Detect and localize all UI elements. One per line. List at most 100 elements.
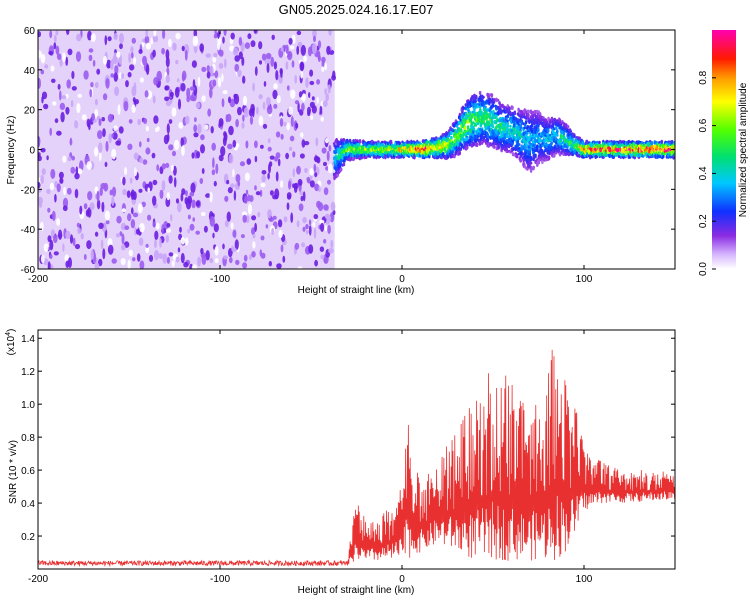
noise-blob <box>312 30 317 38</box>
noise-blob <box>165 100 172 107</box>
noise-blob <box>177 247 181 253</box>
spectral-point <box>542 150 545 154</box>
noise-blob <box>145 125 150 132</box>
noise-blob <box>177 78 180 83</box>
noise-blob <box>280 244 284 253</box>
noise-blob <box>275 70 279 81</box>
spectral-point <box>455 121 458 125</box>
spectral-point <box>480 140 484 145</box>
snr-y-tick-label: 0.4 <box>21 499 35 510</box>
noise-blob <box>153 77 159 86</box>
spectral-point <box>562 131 566 136</box>
spectral-point <box>334 157 338 160</box>
noise-blob <box>200 247 204 255</box>
noise-blob <box>197 256 202 267</box>
noise-blob <box>267 172 270 180</box>
noise-blob <box>43 258 49 266</box>
noise-blob <box>156 126 160 132</box>
noise-blob <box>330 239 334 249</box>
noise-blob <box>156 164 160 172</box>
noise-blob <box>266 63 270 73</box>
noise-blob <box>224 220 229 228</box>
noise-blob <box>313 35 316 42</box>
noise-blob <box>184 49 188 61</box>
noise-blob <box>153 250 160 261</box>
spectral-point <box>496 117 499 123</box>
noise-blob <box>324 253 327 264</box>
noise-blob <box>111 148 117 160</box>
noise-blob <box>245 140 249 149</box>
spectral-point <box>509 124 512 128</box>
noise-blob <box>186 87 191 99</box>
noise-blob <box>127 143 133 150</box>
noise-blob <box>77 168 83 175</box>
snr-x-tick-label: -100 <box>210 574 230 585</box>
spectral-point <box>468 142 471 147</box>
noise-blob <box>161 163 167 170</box>
noise-blob <box>142 55 147 66</box>
spectral-point <box>362 150 365 154</box>
spectral-point <box>443 146 447 152</box>
spectral-point <box>534 155 537 159</box>
spectrogram-y-tick-label: -60 <box>21 265 36 276</box>
spectral-point <box>517 118 520 122</box>
noise-blob <box>272 215 277 220</box>
noise-blob <box>102 55 108 65</box>
noise-blob <box>128 52 132 63</box>
snr-y-tick-label: 1.4 <box>21 334 35 345</box>
noise-blob <box>90 33 96 42</box>
spectral-point <box>525 167 528 171</box>
noise-blob <box>234 63 240 72</box>
colorbar-tick-label: 0.4 <box>698 166 709 180</box>
noise-blob <box>290 212 294 223</box>
noise-blob <box>328 30 332 36</box>
spectrogram-y-tick-label: 40 <box>24 66 36 77</box>
noise-blob <box>47 207 51 213</box>
noise-blob <box>326 150 330 162</box>
noise-blob <box>47 235 52 243</box>
noise-blob <box>87 191 93 201</box>
spectral-point <box>573 134 576 139</box>
spectral-point <box>342 162 346 167</box>
noise-blob <box>93 147 99 157</box>
noise-blob <box>49 127 52 136</box>
noise-blob <box>277 219 283 228</box>
spectral-point <box>566 128 569 133</box>
colorbar-tick-label: 0.6 <box>698 118 709 132</box>
noise-blob <box>192 35 199 47</box>
spectral-point <box>463 126 467 131</box>
noise-blob <box>58 171 64 179</box>
spectral-point <box>670 139 674 145</box>
noise-blob <box>238 36 243 46</box>
noise-blob <box>38 196 43 205</box>
noise-blob <box>195 200 201 207</box>
noise-blob <box>79 160 84 171</box>
noise-blob <box>297 41 303 48</box>
noise-blob <box>321 60 325 68</box>
noise-blob <box>327 84 331 94</box>
noise-blob <box>121 73 125 79</box>
spectral-point <box>511 152 515 157</box>
noise-blob <box>43 243 49 253</box>
noise-blob <box>130 191 134 197</box>
spectral-point <box>562 152 565 156</box>
spectral-point <box>513 110 517 114</box>
noise-blob <box>197 123 202 134</box>
noise-blob <box>111 196 115 207</box>
noise-blob <box>153 30 157 37</box>
noise-blob <box>53 234 58 244</box>
noise-blob <box>77 93 82 98</box>
spectral-point <box>474 99 477 103</box>
spectral-point <box>538 132 541 136</box>
noise-blob <box>297 178 303 186</box>
noise-blob <box>260 235 265 241</box>
noise-blob <box>311 96 315 101</box>
noise-blob <box>61 95 67 100</box>
noise-blob <box>128 119 133 124</box>
noise-blob <box>161 180 166 191</box>
noise-blob <box>49 182 55 191</box>
noise-blob <box>224 195 229 202</box>
noise-blob <box>83 70 89 80</box>
noise-blob <box>270 56 275 67</box>
noise-blob <box>242 95 248 106</box>
